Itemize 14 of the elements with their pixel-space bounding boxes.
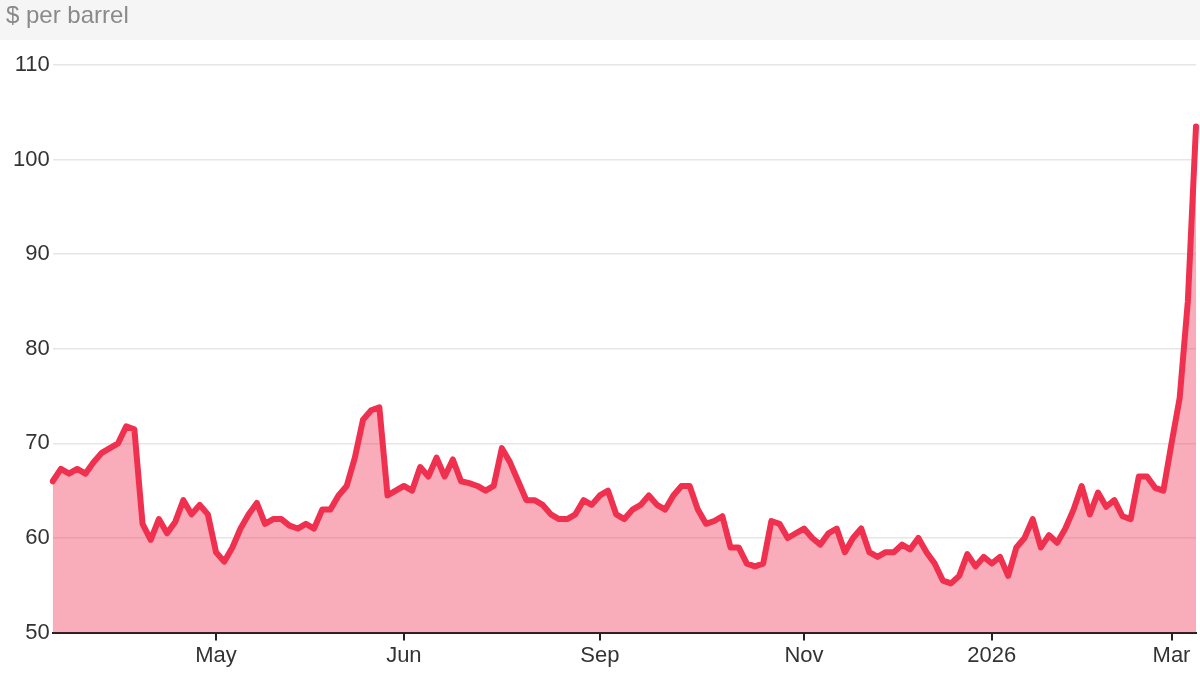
x-tick-label: May (195, 641, 237, 667)
y-tick-label: 100 (12, 145, 50, 171)
y-tick-label: 80 (25, 334, 50, 360)
x-tick-label: 2026 (967, 641, 1017, 667)
y-tick-label: 50 (25, 618, 50, 644)
y-tick-label: 70 (25, 429, 50, 455)
y-tick-label: 90 (25, 240, 50, 266)
x-tick-label: Mar (1152, 641, 1191, 667)
y-tick-label: 60 (25, 524, 50, 550)
x-tick-label: Nov (784, 641, 824, 667)
x-tick-label: Sep (580, 641, 620, 667)
y-axis-title: $ per barrel (6, 0, 129, 30)
x-tick-label: Jun (386, 641, 422, 667)
y-tick-label: 110 (14, 51, 50, 77)
